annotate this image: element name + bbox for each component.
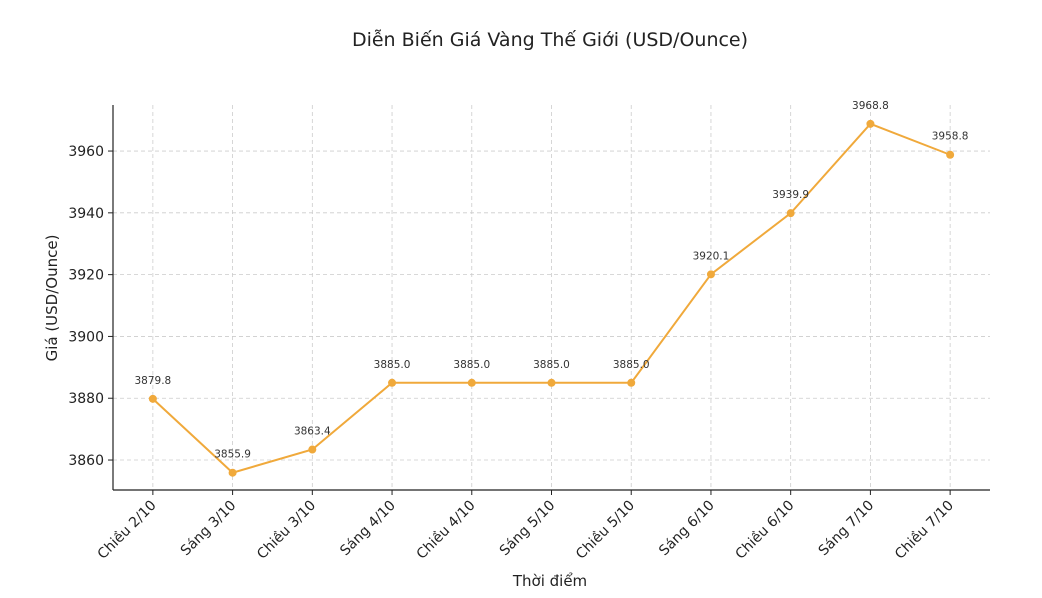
point [706, 270, 715, 279]
value-label: 3885.0 [613, 359, 650, 371]
point [308, 445, 317, 454]
chart-title: Diễn Biến Giá Vàng Thế Giới (USD/Ounce) [352, 28, 748, 51]
y-tick-label: 3920 [68, 268, 104, 284]
point [786, 209, 795, 218]
y-tick-label: 3860 [68, 453, 104, 469]
value-label: 3885.0 [533, 359, 570, 371]
x-tick-label: Chiều 4/10 [413, 497, 479, 563]
value-label: 3855.9 [214, 449, 251, 461]
value-label: 3958.8 [932, 131, 969, 143]
point [228, 468, 237, 477]
value-label: 3885.0 [453, 359, 490, 371]
x-tick-label: Chiều 7/10 [891, 497, 957, 563]
y-tick-label: 3900 [68, 329, 104, 345]
y-tick-label: 3940 [68, 206, 104, 222]
x-tick-label: Sáng 6/10 [656, 498, 718, 560]
value-label: 3879.8 [134, 375, 171, 387]
x-tick-label: Chiều 6/10 [732, 497, 798, 563]
point [866, 119, 875, 128]
x-tick-label: Chiều 3/10 [253, 497, 319, 563]
value-label: 3939.9 [772, 189, 809, 201]
value-label: 3920.1 [693, 250, 730, 262]
value-label: 3885.0 [374, 359, 411, 371]
x-tick-label: Chiều 2/10 [94, 497, 160, 563]
x-tick-label: Sáng 4/10 [337, 498, 399, 560]
x-tick-label: Sáng 5/10 [497, 498, 559, 560]
point [148, 394, 157, 403]
point [388, 378, 397, 387]
x-tick-label: Sáng 3/10 [178, 498, 240, 560]
x-tick-label: Sáng 7/10 [816, 498, 878, 560]
value-label: 3863.4 [294, 426, 331, 438]
point [467, 378, 476, 387]
x-axis-label: Thời điểm [512, 572, 587, 590]
y-tick-label: 3960 [68, 144, 104, 160]
value-label: 3968.8 [852, 100, 889, 112]
point [627, 378, 636, 387]
y-axis-label: Giá (USD/Ounce) [43, 235, 61, 362]
x-tick-label: Chiều 5/10 [572, 497, 638, 563]
point [547, 378, 556, 387]
y-tick-label: 3880 [68, 391, 104, 407]
point [946, 150, 955, 159]
